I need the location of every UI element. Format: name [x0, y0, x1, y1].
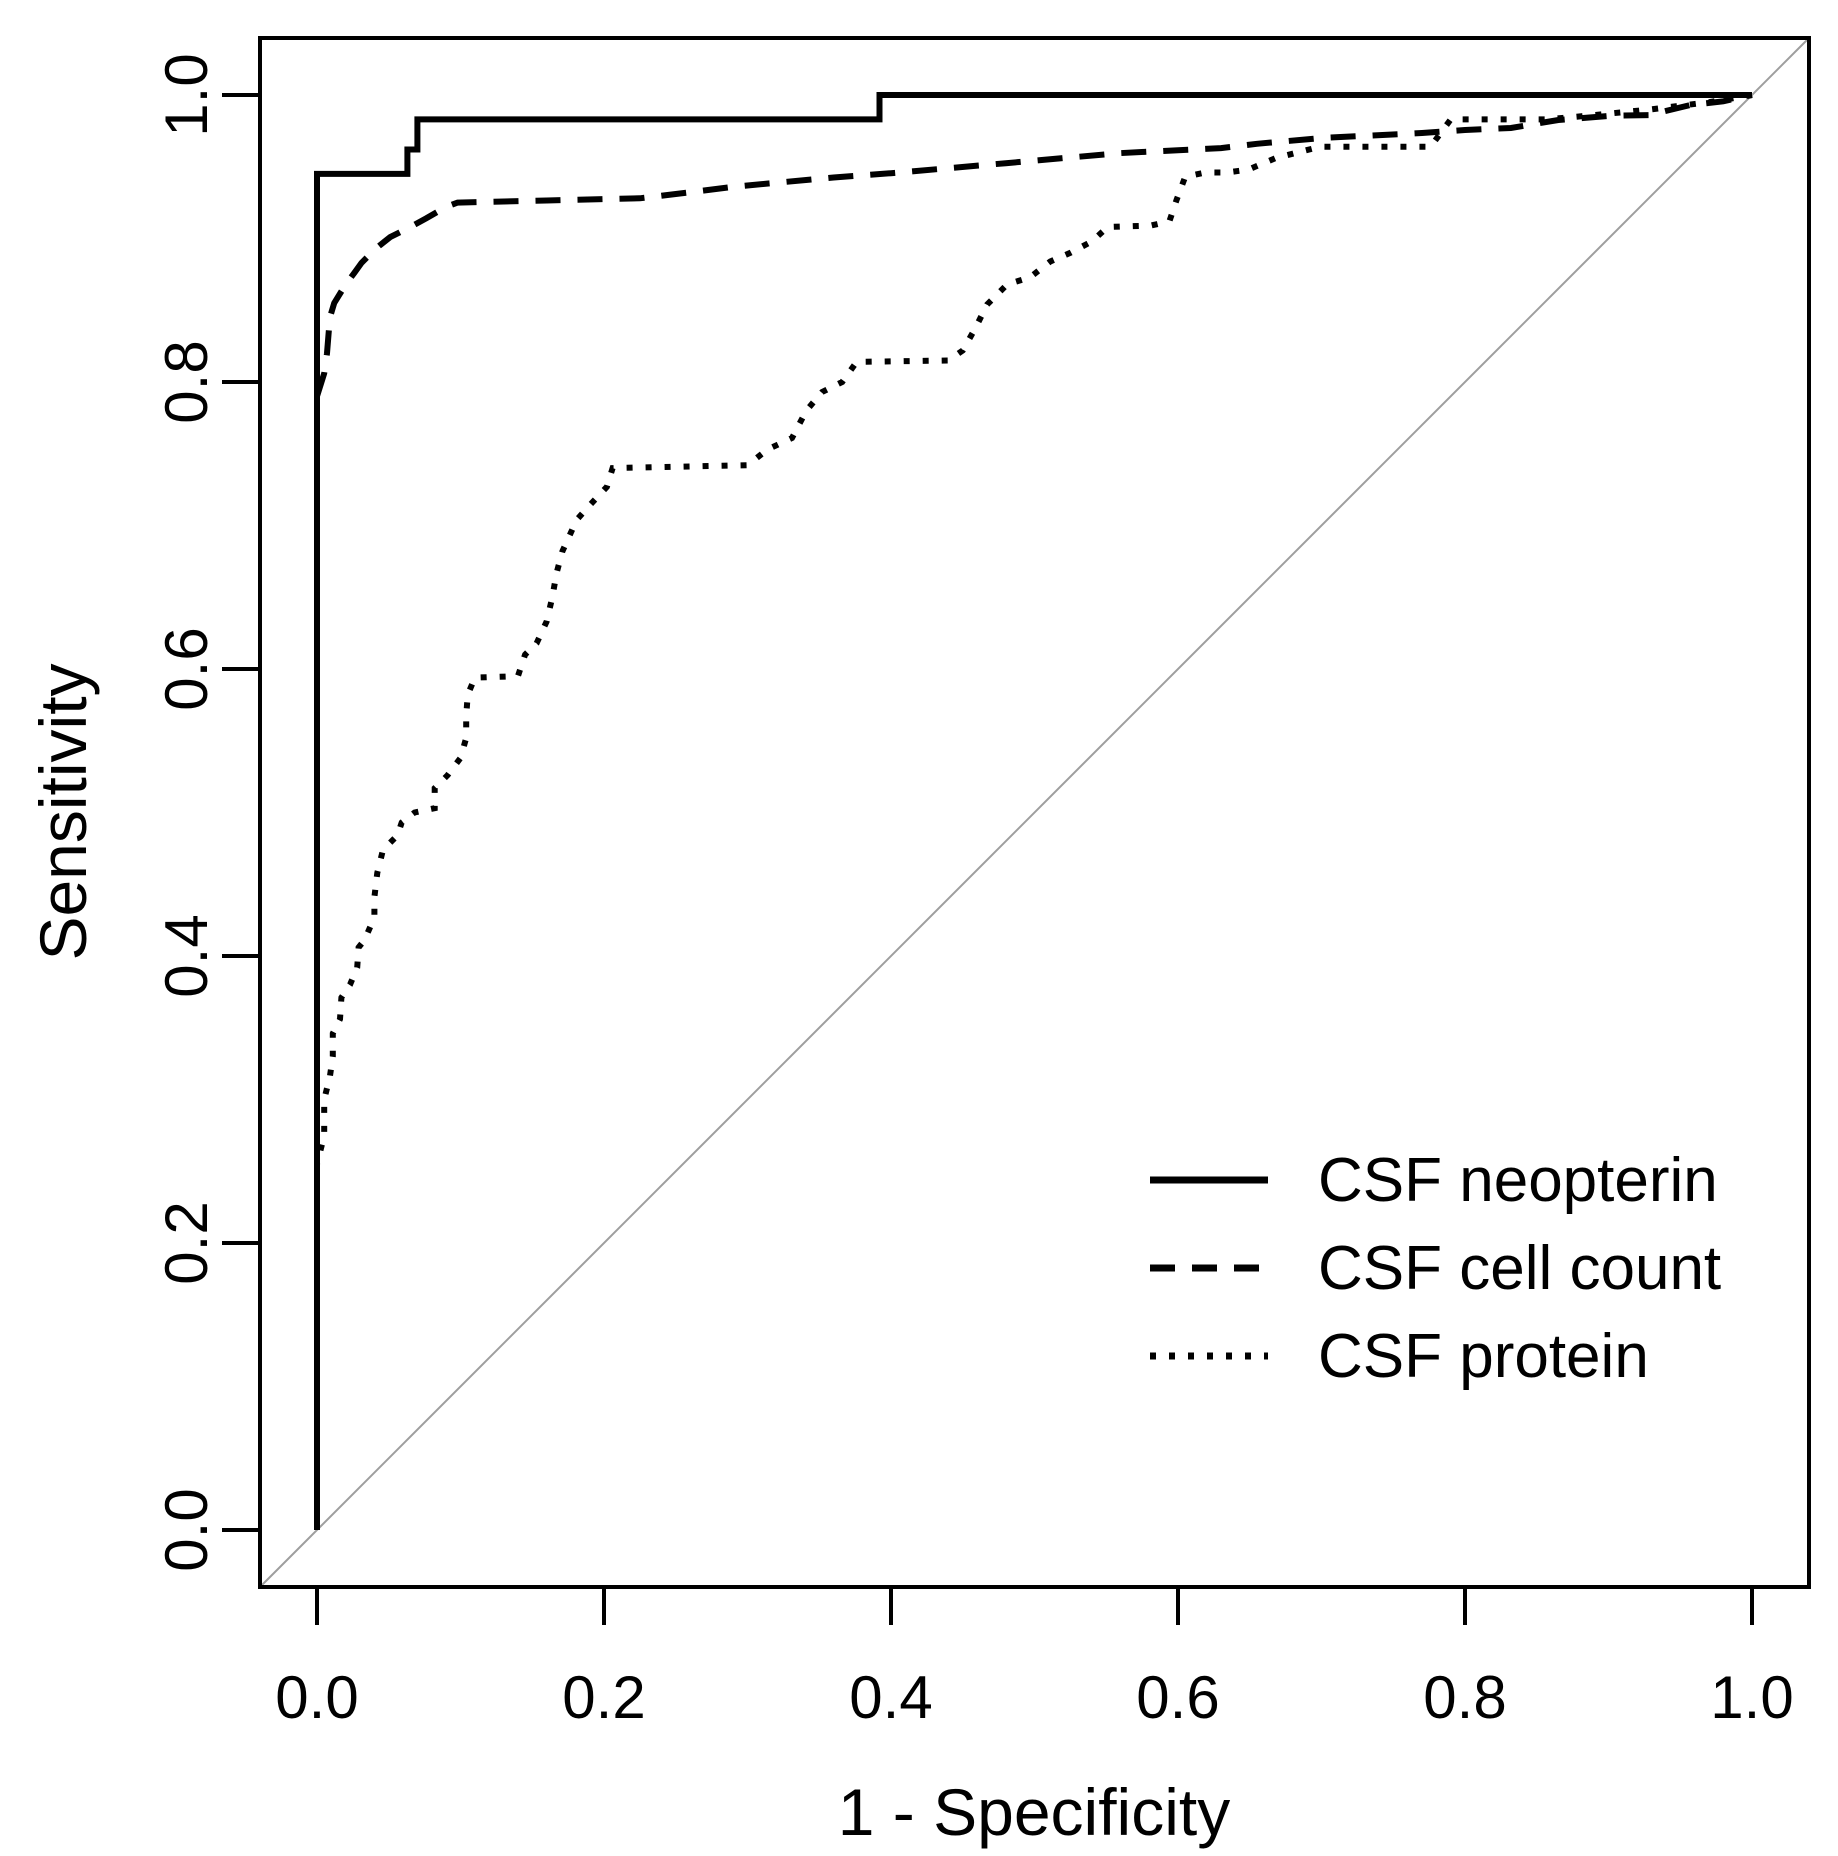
y-tick-label: 0.2 — [153, 1201, 220, 1284]
x-tick-label: 0.4 — [849, 1664, 932, 1731]
legend-label: CSF neopterin — [1318, 1145, 1718, 1215]
legend-label: CSF protein — [1318, 1321, 1649, 1391]
legend-line-dotted — [1150, 1352, 1268, 1360]
x-tick-label: 0.0 — [275, 1664, 358, 1731]
reference-diagonal-line — [259, 37, 1810, 1588]
roc-curve-csf-protein — [314, 92, 1753, 1530]
y-tick-label: 0.8 — [153, 340, 220, 423]
legend-item-csf-cell-count: CSF cell count — [1150, 1224, 1721, 1312]
legend-line-dashed — [1150, 1264, 1268, 1272]
legend-line-solid — [1150, 1176, 1268, 1184]
x-axis-title: 1 - Specificity — [837, 1775, 1231, 1849]
legend-item-csf-neopterin: CSF neopterin — [1150, 1136, 1721, 1224]
y-tick-label: 1.0 — [153, 53, 220, 136]
roc-curve-csf-neopterin — [314, 92, 1752, 1530]
roc-curve-csf-cell-count — [314, 92, 1753, 1530]
x-tick-label: 0.8 — [1423, 1664, 1506, 1731]
x-tick-label: 1.0 — [1710, 1664, 1793, 1731]
y-tick-label: 0.0 — [153, 1488, 220, 1571]
plot-box — [258, 36, 1811, 1589]
y-axis-title: Sensitivity — [26, 663, 100, 961]
legend: CSF neopterin CSF cell count CSF protein — [1150, 1136, 1721, 1400]
x-tick-label: 0.2 — [562, 1664, 645, 1731]
y-tick-label: 0.6 — [153, 627, 220, 710]
legend-item-csf-protein: CSF protein — [1150, 1312, 1721, 1400]
x-tick-label: 0.6 — [1136, 1664, 1219, 1731]
legend-label: CSF cell count — [1318, 1233, 1722, 1303]
y-tick-label: 0.4 — [153, 914, 220, 997]
